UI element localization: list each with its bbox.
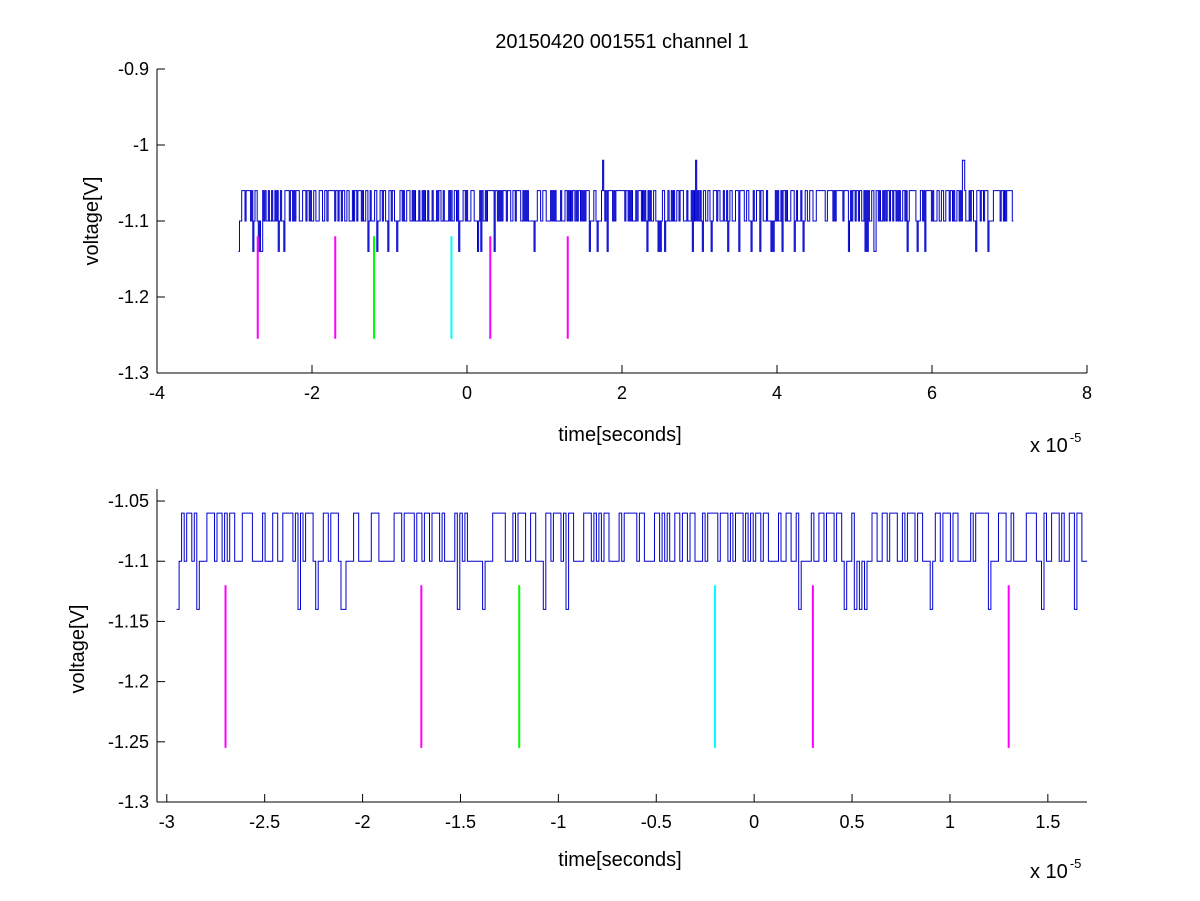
bottom-plot-x-tick-label: -2 (355, 812, 371, 832)
top-plot-y-tick-label: -0.9 (118, 59, 149, 79)
top-plot-x-axis-label: time[seconds] (558, 424, 681, 446)
top-plot-x-tick-label: 8 (1082, 383, 1092, 403)
bottom-plot-x-tick-label: 1 (945, 812, 955, 832)
bottom-plot-y-tick-label: -1.3 (118, 792, 149, 812)
bottom-plot-x-tick-label: -0.5 (641, 812, 672, 832)
top-plot-x-exponent-power: -5 (1070, 430, 1082, 445)
top-plot-x-exponent: x 10 -5 (1030, 430, 1081, 457)
top-plot-y-axis-label: voltage[V] (81, 177, 103, 266)
bottom-plot: -3 -2.5 -2 -1.5 -1 -0.5 0 0.5 1 1.5 -1.05 -1.1 -1.15… (67, 489, 1087, 883)
bottom-plot-y-tick-label: -1.2 (118, 672, 149, 692)
top-plot-y-tick-label: -1 (133, 135, 149, 155)
top-plot-y-tick-label: -1.3 (118, 363, 149, 383)
bottom-plot-ticks: -3 -2.5 -2 -1.5 -1 -0.5 0 0.5 1 1.5 -1.05 -1.1 -1.15… (108, 491, 1060, 832)
top-plot-ticks: -4 -2 0 2 4 6 8 -0.9 -1 -1.1 -1.2 -1.3 (118, 59, 1092, 403)
bottom-plot-y-axis-label: voltage[V] (67, 605, 89, 694)
top-plot-y-tick-label: -1.1 (118, 211, 149, 231)
top-plot-y-tick-label: -1.2 (118, 287, 149, 307)
bottom-plot-y-tick-label: -1.1 (118, 551, 149, 571)
bottom-plot-axes (156, 489, 1087, 803)
top-plot-x-tick-label: -4 (149, 383, 165, 403)
bottom-plot-x-tick-label: 0 (749, 812, 759, 832)
top-plot-x-tick-label: 4 (772, 383, 782, 403)
bottom-plot-x-tick-label: -1.5 (445, 812, 476, 832)
top-plot: 20150420 001551 channel 1 -4 -2 0 2 4 6 8-0.9-… (81, 31, 1092, 457)
top-plot-x-exponent-base: x 10 (1030, 435, 1068, 457)
top-plot-x-tick-label: 2 (617, 383, 627, 403)
bottom-plot-y-tick-label: -1.15 (108, 611, 149, 631)
top-plot-x-tick-label: 6 (927, 383, 937, 403)
bottom-plot-x-tick-label: -2.5 (249, 812, 280, 832)
bottom-plot-x-tick-label: 1.5 (1035, 812, 1060, 832)
bottom-plot-x-axis-label: time[seconds] (558, 849, 681, 871)
top-plot-marks (238, 159, 1014, 339)
bottom-plot-x-exponent-power: -5 (1070, 856, 1082, 871)
top-plot-x-tick-label: -2 (304, 383, 320, 403)
top-plot-title: 20150420 001551 channel 1 (495, 31, 749, 53)
bottom-plot-x-tick-label: -3 (159, 812, 175, 832)
bottom-plot-x-exponent: x 10 -5 (1030, 856, 1081, 883)
bottom-plot-marks (176, 512, 1087, 748)
top-plot-x-tick-label: 0 (462, 383, 472, 403)
bottom-plot-x-tick-label: 0.5 (840, 812, 865, 832)
bottom-plot-voltage-trace (176, 512, 1087, 610)
bottom-plot-x-exponent-base: x 10 (1030, 861, 1068, 883)
bottom-plot-x-tick-label: -1 (550, 812, 566, 832)
bottom-plot-y-tick-label: -1.25 (108, 732, 149, 752)
top-plot-voltage-trace (238, 159, 1014, 252)
bottom-plot-y-tick-label: -1.05 (108, 491, 149, 511)
